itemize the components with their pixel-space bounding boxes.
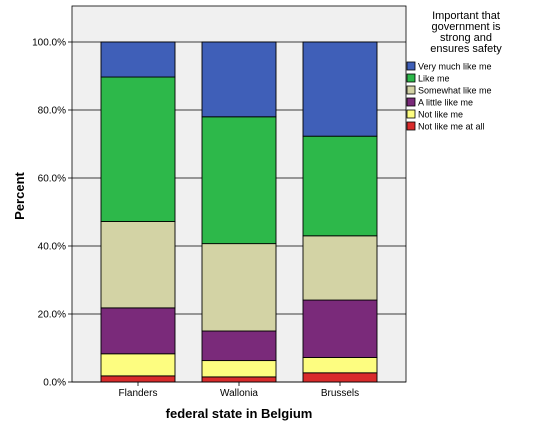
legend-title-line: strong and <box>440 32 492 44</box>
bar-segment <box>201 41 277 118</box>
y-tick-label: 60.0% <box>38 174 66 185</box>
bar-segment <box>302 41 378 137</box>
x-tick-label: Wallonia <box>220 388 258 399</box>
y-tick-label: 80.0% <box>38 106 66 117</box>
bar-segment <box>302 357 378 374</box>
y-tick-label: 0.0% <box>43 378 66 389</box>
legend-label: Like me <box>418 74 450 84</box>
legend-swatch <box>406 73 416 83</box>
bar-segment <box>100 307 176 355</box>
bar-segment <box>100 41 176 78</box>
x-axis-title: federal state in Belgium <box>166 406 313 421</box>
legend-title-line: Important that <box>432 10 500 22</box>
legend-title-line: ensures safety <box>430 43 502 55</box>
y-tick-label: 100.0% <box>32 38 66 49</box>
legend-swatch <box>406 97 416 107</box>
legend-swatch <box>406 109 416 119</box>
bar-segment <box>302 372 378 383</box>
bar-segment <box>302 299 378 358</box>
legend-label: Not like me at all <box>418 122 485 132</box>
bar-segment <box>201 116 277 245</box>
legend-swatch <box>406 85 416 95</box>
bar-segment <box>100 76 176 222</box>
bar-segment <box>100 375 176 383</box>
bar-segment <box>302 235 378 301</box>
bar-segment <box>201 376 277 383</box>
legend-swatch <box>406 121 416 131</box>
y-axis-title: Percent <box>12 171 27 219</box>
legend-label: A little like me <box>418 98 473 108</box>
legend-label: Very much like me <box>418 62 492 72</box>
legend-label: Somewhat like me <box>418 86 492 96</box>
bar-segment <box>201 243 277 332</box>
x-tick-label: Flanders <box>119 388 158 399</box>
y-tick-label: 40.0% <box>38 242 66 253</box>
bar-segment <box>201 330 277 362</box>
legend-swatch <box>406 61 416 71</box>
bars <box>100 41 378 383</box>
bar-segment <box>201 360 277 378</box>
bar-segment <box>100 353 176 377</box>
legend-title-line: government is <box>431 21 501 33</box>
axes: 0.0% 20.0% 40.0% 60.0% 80.0% 100.0% Flanders Wa… <box>32 38 359 400</box>
legend-label: Not like me <box>418 110 463 120</box>
y-tick-label: 20.0% <box>38 310 66 321</box>
x-tick-label: Brussels <box>321 388 359 399</box>
bar-segment <box>100 221 176 309</box>
bar-segment <box>302 135 378 237</box>
